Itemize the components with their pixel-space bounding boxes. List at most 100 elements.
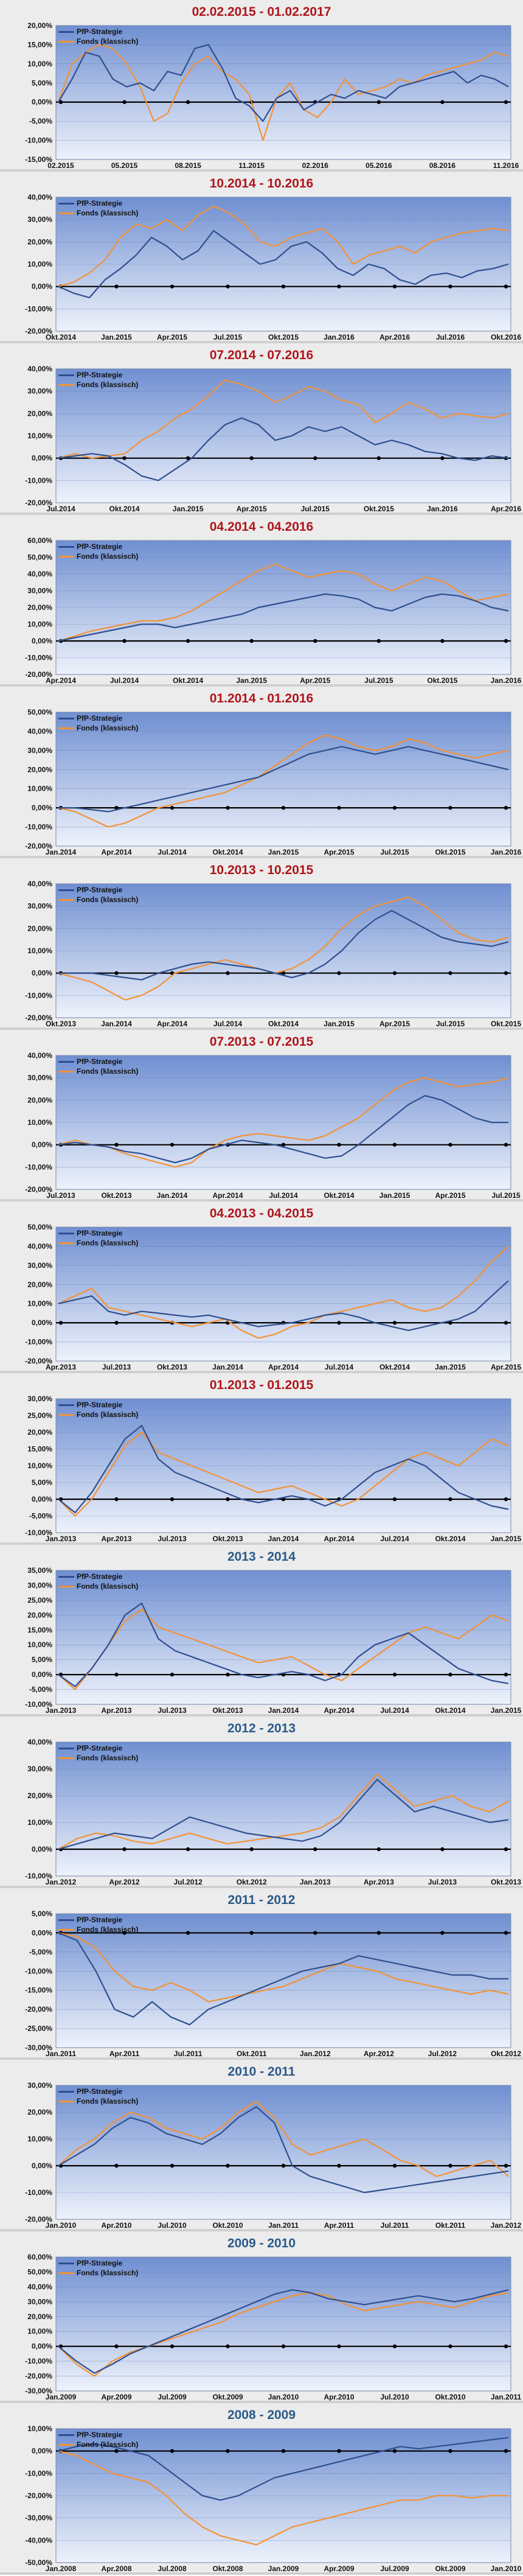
- line-chart: -10,00% -5,00% 0,00% 5,00% 10,00% 15,00% 20,00…: [25, 1395, 522, 1542]
- x-tick-label: Jan.2015: [379, 1191, 410, 1199]
- chart-legend: PfP-Strategie Fonds (klassisch): [56, 713, 159, 733]
- legend-swatch: [58, 2263, 74, 2264]
- series-line-fonds: [58, 1608, 509, 1690]
- x-tick-marker: [337, 2163, 341, 2168]
- y-tick-label: 25,00%: [27, 1412, 52, 1420]
- legend-entry: Fonds (klassisch): [56, 380, 159, 390]
- legend-label: PfP-Strategie: [77, 886, 123, 894]
- legend-label: Fonds (klassisch): [77, 895, 139, 904]
- y-tick-label: -10,00%: [25, 476, 52, 485]
- plot-area: [55, 1570, 511, 1705]
- chart-legend: PfP-Strategie Fonds (klassisch): [56, 1228, 159, 1248]
- x-tick-label: Jul.2012: [428, 2049, 457, 2057]
- y-tick-label: 0,00%: [32, 1495, 52, 1503]
- y-tick-label: 5,00%: [32, 1656, 52, 1664]
- y-tick-label: 20,00%: [27, 2108, 52, 2116]
- legend-entry: PfP-Strategie: [56, 1400, 159, 1410]
- legend-swatch: [58, 1586, 74, 1587]
- y-tick-label: -10,00%: [25, 2188, 52, 2197]
- chart-panel: 10.2014 - 10.2016 -20,00% -10,00% 0,00% 10,0…: [0, 172, 523, 343]
- legend-label: PfP-Strategie: [77, 371, 123, 379]
- chart-title: 04.2014 - 04.2016: [209, 520, 314, 534]
- y-tick-label: 20,00%: [27, 2312, 52, 2321]
- series-line-pfp: [58, 2437, 509, 2501]
- x-tick-marker: [226, 1672, 230, 1677]
- legend-entry: PfP-Strategie: [56, 2087, 159, 2096]
- chart-legend: PfP-Strategie Fonds (klassisch): [56, 1915, 159, 1934]
- x-tick-label: Okt.2014: [212, 848, 243, 856]
- x-tick-label: Okt.2011: [237, 2049, 267, 2057]
- y-tick-label: 50,00%: [27, 708, 52, 716]
- legend-label: Fonds (klassisch): [77, 37, 139, 46]
- y-tick-label: 0,00%: [32, 637, 52, 645]
- chart-legend: PfP-Strategie Fonds (klassisch): [56, 542, 159, 561]
- x-tick-label: Apr.2013: [101, 1706, 131, 1714]
- y-tick-label: -20,00%: [25, 842, 52, 850]
- chart-title: 07.2014 - 07.2016: [209, 348, 314, 362]
- x-tick-marker: [504, 1931, 508, 1935]
- chart-panel: 01.2013 - 01.2015 -10,00% -5,00% 0,00% 5,00%…: [0, 1373, 523, 1545]
- legend-swatch: [58, 41, 74, 43]
- x-tick-label: 05.2016: [365, 161, 392, 169]
- x-tick-label: Okt.2014: [109, 505, 140, 513]
- legend-entry: Fonds (klassisch): [56, 1238, 159, 1248]
- x-tick-label: Jan.2015: [236, 676, 267, 684]
- x-tick-marker: [122, 100, 126, 104]
- x-tick-label: Okt.2008: [212, 2564, 243, 2572]
- x-tick-marker: [114, 2344, 119, 2348]
- x-tick-label: Jul.2013: [428, 1878, 457, 1886]
- y-tick-label: 10,00%: [27, 1300, 52, 1308]
- legend-swatch: [58, 31, 74, 33]
- legend-label: Fonds (klassisch): [77, 209, 139, 217]
- x-tick-marker: [170, 1672, 175, 1677]
- legend-label: PfP-Strategie: [77, 542, 123, 551]
- y-tick-label: 30,00%: [27, 902, 52, 911]
- x-tick-label: Jan.2014: [101, 1020, 132, 1027]
- x-tick-label: Jul.2010: [158, 2221, 187, 2229]
- y-tick-label: 0,00%: [32, 454, 52, 463]
- x-tick-label: Okt.2015: [427, 676, 457, 684]
- x-tick-marker: [392, 971, 397, 975]
- legend-label: PfP-Strategie: [77, 1229, 123, 1237]
- legend-label: PfP-Strategie: [77, 1744, 123, 1752]
- legend-swatch: [58, 718, 74, 719]
- x-tick-marker: [504, 1320, 508, 1325]
- x-tick-label: Jan.2012: [491, 2221, 522, 2229]
- legend-label: Fonds (klassisch): [77, 552, 139, 561]
- x-tick-label: Apr.2015: [491, 1363, 521, 1371]
- x-tick-marker: [226, 284, 230, 289]
- legend-label: PfP-Strategie: [77, 1401, 123, 1409]
- x-tick-marker: [58, 100, 63, 104]
- y-tick-label: -20,00%: [25, 2491, 52, 2500]
- series-line-fonds: [58, 896, 509, 1001]
- x-tick-label: Okt.2014: [324, 1191, 354, 1199]
- x-tick-marker: [226, 2344, 230, 2348]
- series-line-pfp: [58, 1932, 508, 2026]
- x-tick-label: 08.2015: [175, 161, 201, 169]
- legend-entry: Fonds (klassisch): [56, 208, 159, 218]
- legend-label: PfP-Strategie: [77, 2259, 123, 2267]
- x-tick-label: Jan.2015: [491, 1535, 522, 1542]
- x-tick-label: Jan.2011: [491, 2393, 521, 2401]
- x-tick-label: Apr.2009: [324, 2564, 354, 2572]
- y-tick-label: 30,00%: [27, 1765, 52, 1773]
- x-tick-label: Okt.2014: [435, 1535, 465, 1542]
- x-tick-label: Jan.2014: [212, 1363, 243, 1371]
- y-tick-label: -20,00%: [25, 670, 52, 679]
- x-tick-marker: [504, 971, 508, 975]
- y-tick-label: 10,00%: [27, 785, 52, 793]
- legend-label: PfP-Strategie: [77, 714, 123, 723]
- chart-title: 04.2013 - 04.2015: [209, 1206, 314, 1220]
- legend-swatch: [58, 203, 74, 205]
- legend-swatch: [58, 1233, 74, 1234]
- legend-entry: PfP-Strategie: [56, 370, 159, 380]
- x-tick-marker: [249, 1931, 254, 1935]
- legend-label: Fonds (klassisch): [77, 1754, 139, 1762]
- x-tick-marker: [440, 1931, 445, 1935]
- x-tick-marker: [122, 639, 126, 643]
- legend-swatch: [58, 1242, 74, 1244]
- x-tick-marker: [170, 1497, 175, 1502]
- legend-swatch: [58, 1929, 74, 1931]
- x-tick-label: Jan.2009: [46, 2393, 77, 2401]
- x-tick-label: Okt.2016: [491, 333, 521, 341]
